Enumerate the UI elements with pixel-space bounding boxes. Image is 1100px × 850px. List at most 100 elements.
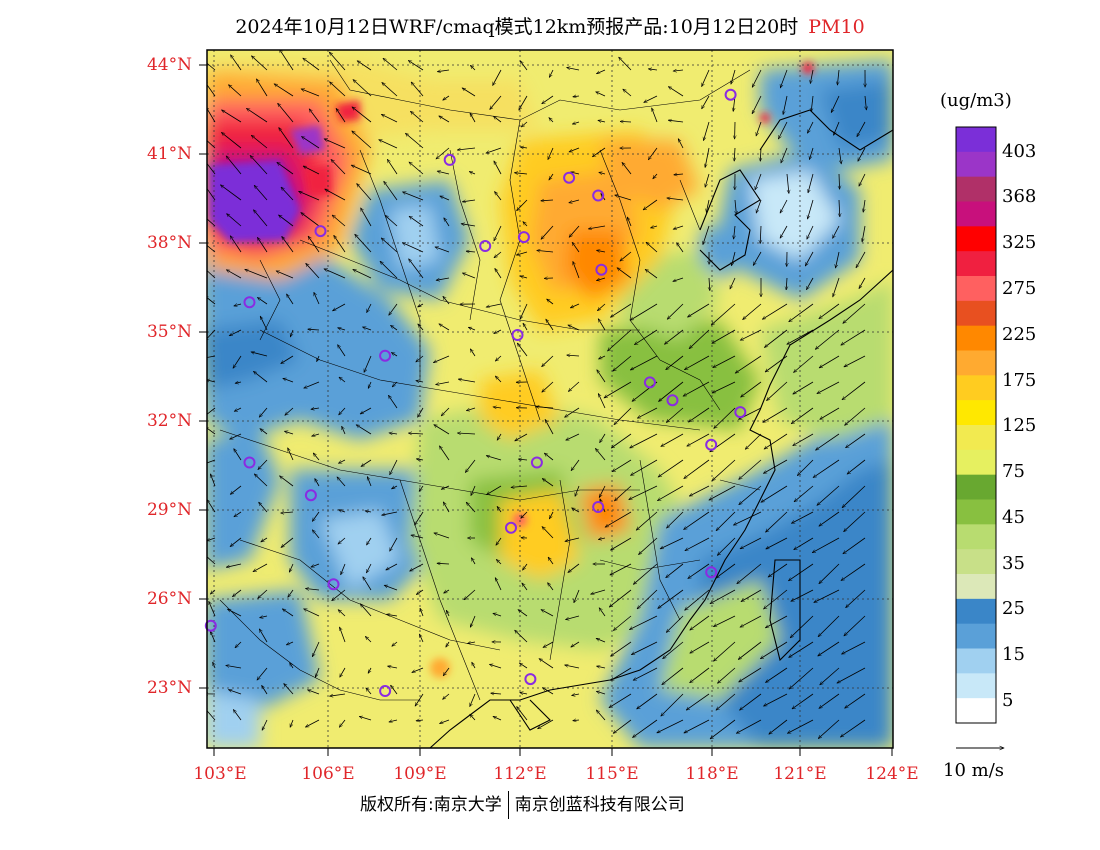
wind-arrow (367, 381, 372, 388)
wind-arrow (361, 459, 372, 467)
wind-arrow (522, 323, 528, 331)
wind-arrow (409, 162, 424, 175)
wind-arrow (713, 615, 736, 627)
wind-arrow (857, 147, 866, 161)
wind-arrow (571, 459, 580, 471)
wind-arrow (657, 719, 684, 734)
wind-arrow (338, 510, 346, 512)
wind-arrow (548, 557, 554, 565)
wind-arrow (339, 377, 346, 383)
lat-label-23n: 23°N (146, 678, 192, 698)
wind-arrow (257, 297, 268, 305)
wind-arrow (567, 355, 580, 356)
wind-arrow (416, 720, 424, 721)
wind-arrow (402, 242, 424, 253)
wind-arrow (486, 303, 502, 307)
wind-arrow (467, 642, 476, 644)
wind-arrow (541, 609, 554, 617)
wind-arrow (389, 537, 398, 551)
colorbar-frame (955, 126, 997, 724)
wind-arrow (634, 329, 658, 346)
wind-arrow (760, 225, 761, 244)
wind-arrow (598, 538, 606, 540)
wind-arrow (862, 225, 866, 242)
wind-arrow (639, 537, 658, 555)
wind-arrow (732, 251, 736, 266)
wind-arrow (416, 589, 424, 595)
wind-arrow (207, 427, 216, 435)
wind-arrow (816, 433, 840, 450)
wind-arrow (710, 719, 736, 739)
wind-arrow (389, 303, 398, 315)
wind-arrow (412, 667, 424, 673)
wind-arrow (391, 325, 398, 331)
wind-arrow (389, 720, 398, 722)
wind-arrow (352, 107, 372, 123)
colorbar-segment (956, 400, 996, 426)
wind-arrow (380, 261, 398, 279)
wind-arrow (855, 251, 866, 268)
wind-arrow (494, 578, 502, 591)
wind-arrow (605, 511, 632, 528)
wind-arrow (311, 641, 320, 657)
wind-arrow (279, 50, 294, 71)
wind-arrow (457, 433, 476, 434)
lon-label-112e: 112°E (493, 764, 547, 784)
wind-arrow (207, 162, 216, 175)
colorbar-segment (956, 226, 996, 252)
wind-arrow (709, 277, 710, 291)
wind-arrow (846, 433, 866, 448)
wind-arrow (261, 685, 268, 695)
colorbar-label: 35 (1002, 553, 1025, 574)
wind-arrow (288, 589, 294, 597)
wind-arrow (339, 667, 346, 677)
wind-arrow (207, 537, 216, 541)
wind-arrow (706, 199, 710, 212)
wind-arrow (515, 630, 528, 643)
wind-arrow (570, 303, 580, 309)
wind-arrow (282, 608, 294, 617)
wind-arrow (863, 199, 865, 212)
wind-arrow (387, 614, 398, 616)
wind-arrow (283, 378, 294, 383)
wind-arrow (567, 68, 580, 71)
wind-arrow (279, 128, 294, 149)
wind-arrow (780, 69, 788, 88)
wind-arrow (411, 535, 424, 539)
wind-arrow (303, 165, 320, 175)
wind-arrow (666, 407, 684, 423)
wind-arrow (409, 259, 424, 279)
wind-arrow (212, 662, 215, 669)
wind-arrow (251, 56, 268, 71)
wind-arrow (615, 195, 632, 201)
wind-arrow (434, 424, 450, 435)
wind-arrow (486, 147, 502, 153)
wind-arrow (234, 304, 242, 306)
wind-arrow (657, 485, 684, 502)
wind-arrow (274, 83, 294, 97)
wind-arrow (847, 459, 866, 474)
wind-arrow (658, 589, 684, 609)
city-marker (511, 329, 524, 341)
wind-arrow (363, 327, 372, 331)
lon-label-109e: 109°E (393, 764, 447, 784)
wind-arrow (565, 665, 580, 669)
wind-arrow (419, 485, 424, 491)
colorbar-label: 75 (1002, 461, 1025, 482)
wind-arrow (549, 118, 554, 123)
wind-arrow (367, 667, 371, 673)
wind-arrow (673, 277, 684, 281)
colorbar-label: 403 (1002, 141, 1037, 162)
wind-arrow (304, 608, 320, 617)
wind-arrow (666, 615, 684, 633)
city-marker (705, 438, 718, 451)
wind-arrow (736, 719, 762, 734)
wind-arrow (632, 381, 658, 401)
wind-arrow (838, 147, 841, 164)
wind-arrow (812, 537, 840, 554)
wind-arrow (441, 407, 450, 416)
wind-arrow (865, 95, 866, 110)
wind-arrow (497, 506, 502, 513)
wind-arrow (620, 121, 632, 122)
wind-arrow (491, 693, 502, 694)
